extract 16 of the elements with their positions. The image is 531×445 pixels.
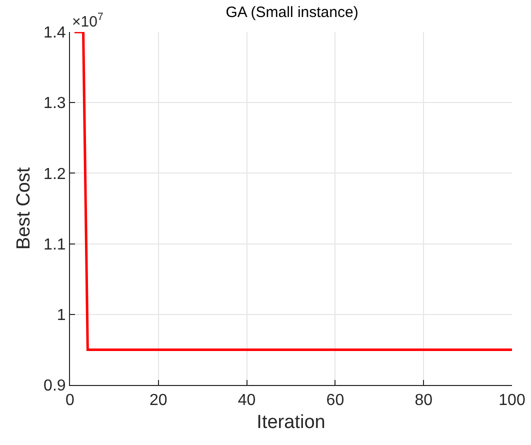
x-tick-label: 40 (238, 392, 256, 410)
text: ×10$^{7}$ (72, 11, 104, 30)
y-tick-label: 1.1 (44, 236, 66, 254)
y-tick-label: 1.4 (44, 24, 66, 42)
x-tick-label: 60 (326, 392, 344, 410)
y-tick-label: 1.3 (44, 95, 66, 112)
x-tick-label: 20 (150, 392, 168, 410)
x-tick-label: 0 (66, 392, 75, 410)
chart-title: GA (Small instance) (226, 4, 358, 22)
x-tick-label: 100 (498, 392, 526, 410)
y-tick-label: 1.2 (44, 166, 66, 183)
x-tick-label: 80 (414, 392, 433, 410)
y-axis-title: Best Cost (13, 166, 34, 250)
x-axis-title: Iteration (256, 412, 326, 433)
y-tick-label: 0.9 (44, 378, 66, 395)
y-tick-label: 1 (56, 307, 66, 324)
